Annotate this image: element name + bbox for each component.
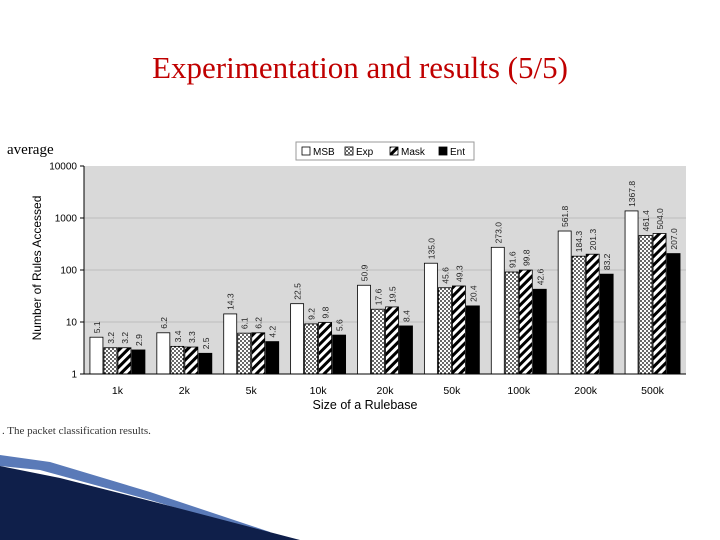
legend-swatch-exp [344, 146, 354, 156]
bar-value-label: 273.0 [493, 222, 503, 244]
x-tick-label: 5k [246, 385, 258, 397]
y-tick-label: 10000 [49, 162, 77, 173]
bar-value-label: 50.9 [360, 264, 370, 281]
bar-value-label: 6.2 [159, 317, 169, 329]
bar-value-label: 17.6 [374, 288, 384, 305]
legend-swatch-msb [301, 146, 311, 156]
legend-swatch-mask [389, 146, 399, 156]
y-tick-label: 100 [60, 266, 77, 277]
y-tick-label: 1000 [55, 214, 78, 225]
bar-value-label: 83.2 [602, 253, 612, 270]
bar-value-label: 9.8 [321, 306, 331, 318]
bar-value-label: 3.2 [106, 332, 116, 344]
y-tick-label: 1 [71, 370, 77, 381]
figure-caption: . The packet classification results. [2, 425, 151, 437]
x-tick-label: 50k [443, 385, 461, 397]
x-tick-label: 20k [377, 385, 395, 397]
bar-value-label: 201.3 [588, 229, 598, 251]
x-axis-title: Size of a Rulebase [313, 398, 418, 412]
decor-swoosh-navy [0, 466, 300, 540]
bar-value-label: 6.2 [254, 317, 264, 329]
bar-value-label: 461.4 [641, 210, 651, 232]
bar-value-label: 20.4 [468, 285, 478, 302]
legend-box [295, 141, 475, 161]
x-tick-label: 100k [507, 385, 531, 397]
bar-value-label: 3.3 [187, 331, 197, 343]
bar-value-label: 49.3 [454, 265, 464, 282]
legend-swatch-ent [438, 146, 448, 156]
slide-title: Experimentation and results (5/5) [152, 50, 568, 85]
bar-value-label: 42.6 [535, 268, 545, 285]
bar-value-label: 184.3 [574, 231, 584, 253]
bar-value-label: 207.0 [669, 228, 679, 250]
gridlines [84, 217, 686, 323]
bar-value-label: 5.6 [335, 319, 345, 331]
average-label: average [7, 142, 54, 158]
bar-value-label: 561.8 [560, 205, 570, 227]
bar-value-label: 99.8 [521, 249, 531, 266]
x-tick-label: 10k [310, 385, 328, 397]
legend-label-ent: Ent [450, 147, 465, 158]
bar-value-label: 14.3 [226, 293, 236, 310]
bar-value-label: 5.1 [92, 321, 102, 333]
bar-value-label: 45.6 [440, 267, 450, 284]
bar-value-label: 22.5 [293, 283, 303, 300]
bar-value-label: 9.2 [307, 308, 317, 320]
y-axis-title: Number of Rules Accessed [30, 196, 44, 341]
bar-value-label: 19.5 [388, 286, 398, 303]
y-tick-label: 10 [66, 318, 78, 329]
x-tick-label: 500k [641, 385, 665, 397]
legend-label-exp: Exp [356, 147, 374, 158]
bar-value-label: 2.9 [134, 334, 144, 346]
bar-value-label: 3.4 [173, 330, 183, 342]
bar-value-label: 2.5 [201, 337, 211, 349]
bar-value-label: 4.2 [268, 326, 278, 338]
bar-value-label: 3.2 [120, 332, 130, 344]
bar-value-label: 1367.8 [627, 181, 637, 207]
legend-label-mask: Mask [401, 147, 426, 158]
bar-value-label: 135.0 [426, 238, 436, 260]
bar-value-label: 8.4 [402, 310, 412, 322]
bar-value-label: 6.1 [240, 317, 250, 329]
bar-value-label: 504.0 [655, 208, 665, 230]
bar-value-label: 91.6 [507, 251, 517, 268]
bars [89, 210, 681, 375]
legend-label-msb: MSB [313, 147, 335, 158]
x-tick-label: 200k [574, 385, 598, 397]
legend: MSB Exp Mask Ent [295, 141, 475, 161]
x-tick-label: 1k [112, 385, 124, 397]
axes: 1 10 100 1000 10000 Size of a Rulebase Number … [30, 162, 686, 412]
x-tick-label: 2k [179, 385, 191, 397]
data-labels: 5.1 3.2 3.2 2.9 6.2 3.4 3.3 2.5 14.3 6.1 6.2 4.2 22.… [92, 181, 679, 350]
